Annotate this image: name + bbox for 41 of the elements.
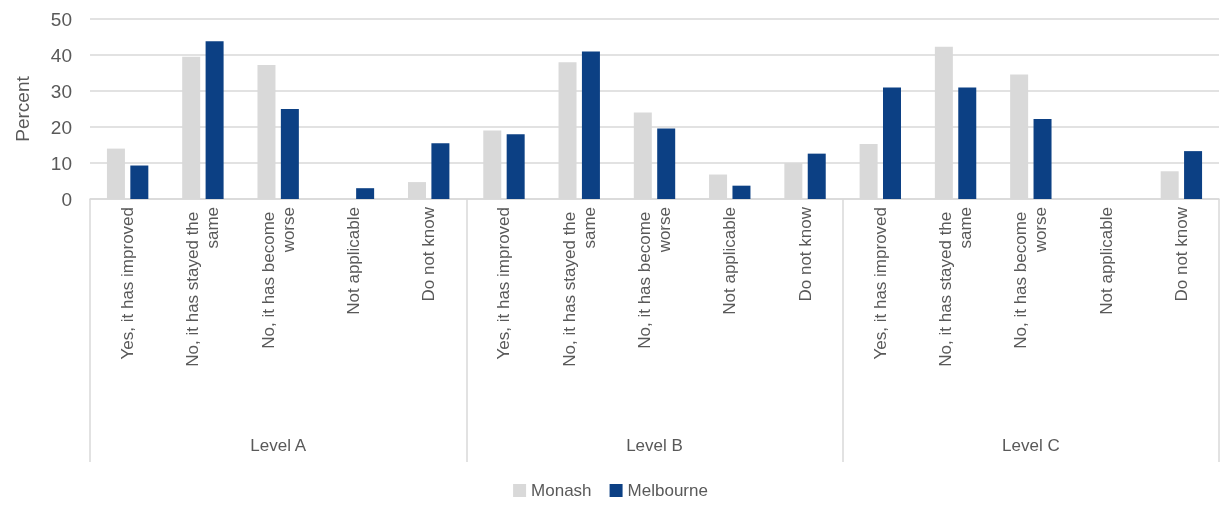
bar (807, 153, 826, 199)
x-tick-label: No, it has stayed the same (183, 207, 223, 367)
x-tick-label: No, it has become worse (635, 207, 674, 349)
bar (657, 128, 676, 199)
bar (883, 87, 901, 199)
x-tick-label: Not applicable (720, 207, 740, 315)
x-tick-label: Do not know (795, 206, 815, 302)
bar (581, 51, 600, 199)
y-tick-label: 10 (50, 152, 72, 174)
bar (732, 185, 751, 199)
y-tick-label: 30 (50, 80, 72, 102)
y-tick-label: 20 (50, 116, 72, 138)
x-tick-label: No, it has become worse (1011, 207, 1051, 349)
x-tick-label: Not applicable (343, 207, 363, 315)
x-tick-label: Yes, it has improved (118, 207, 138, 360)
legend-label: Monash (531, 481, 592, 500)
y-tick-label: 40 (50, 44, 72, 66)
x-tick-label: Not applicable (1096, 207, 1116, 315)
bar (356, 188, 375, 199)
bar (205, 41, 224, 199)
bar (958, 87, 977, 199)
y-axis-title: Percent (12, 75, 33, 142)
y-tick-label: 0 (61, 188, 72, 210)
x-tick-label: No, it has become worse (258, 207, 298, 349)
text: Level B (626, 436, 683, 455)
x-tick-label: Do not know (419, 206, 439, 302)
legend-label: Melbourne (627, 481, 708, 500)
bar (130, 165, 149, 199)
bar (506, 134, 525, 199)
x-tick-label: No, it has stayed the same (936, 207, 976, 367)
text: Level A (250, 436, 307, 455)
x-tick-label: Yes, it has improved (494, 207, 514, 360)
bar (280, 109, 299, 199)
x-tick-label: No, it has stayed the same (559, 207, 599, 367)
text: Level C (1002, 436, 1060, 455)
bar (431, 143, 450, 199)
y-tick-label: 50 (50, 8, 72, 30)
bar (1184, 151, 1203, 199)
x-tick-label: Yes, it has improved (870, 207, 890, 360)
x-tick-label: Do not know (1171, 206, 1191, 302)
bar (1033, 119, 1052, 199)
